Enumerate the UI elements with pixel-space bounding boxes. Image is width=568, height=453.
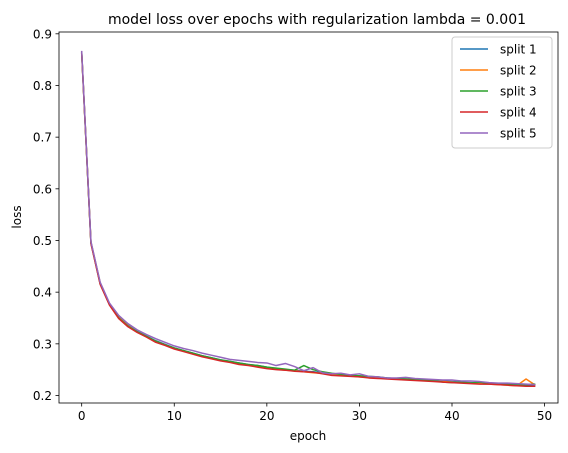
x-tick-label: 30 bbox=[352, 409, 367, 423]
y-tick-label: 0.2 bbox=[33, 389, 52, 403]
x-axis-label: epoch bbox=[290, 429, 327, 443]
x-tick-label: 50 bbox=[537, 409, 552, 423]
legend-label-split-2: split 2 bbox=[500, 64, 537, 78]
series-line-split-5 bbox=[80, 50, 536, 386]
y-tick-label: 0.3 bbox=[33, 337, 52, 351]
y-tick-label: 0.9 bbox=[33, 27, 52, 41]
legend-label-split-4: split 4 bbox=[500, 106, 537, 120]
y-tick-label: 0.4 bbox=[33, 286, 52, 300]
y-tick-label: 0.5 bbox=[33, 234, 52, 248]
legend-box bbox=[451, 36, 553, 149]
legend-label-split-3: split 3 bbox=[500, 85, 537, 99]
series-line-split-3 bbox=[80, 52, 536, 386]
series-line-split-4 bbox=[80, 52, 536, 387]
legend-label-split-5: split 5 bbox=[500, 127, 537, 141]
chart-title: model loss over epochs with regularizati… bbox=[108, 12, 526, 28]
legend: split 1 split 2 split 3 split 4 split 5 bbox=[451, 36, 553, 149]
x-tick-label: 10 bbox=[167, 409, 182, 423]
y-axis-label: loss bbox=[10, 205, 24, 228]
x-tick-label: 20 bbox=[259, 409, 274, 423]
x-tick-label: 0 bbox=[78, 409, 86, 423]
series-lines bbox=[80, 50, 536, 387]
y-tick-label: 0.7 bbox=[33, 131, 52, 145]
y-axis: 0.2 0.3 0.4 0.5 0.6 0.7 0.8 0.9 bbox=[33, 27, 59, 403]
legend-label-split-1: split 1 bbox=[500, 43, 537, 57]
x-axis: 0 10 20 30 40 50 bbox=[78, 403, 552, 423]
plot-frame bbox=[58, 31, 559, 404]
x-tick-label: 40 bbox=[444, 409, 459, 423]
y-tick-label: 0.8 bbox=[33, 79, 52, 93]
y-tick-label: 0.6 bbox=[33, 182, 52, 196]
